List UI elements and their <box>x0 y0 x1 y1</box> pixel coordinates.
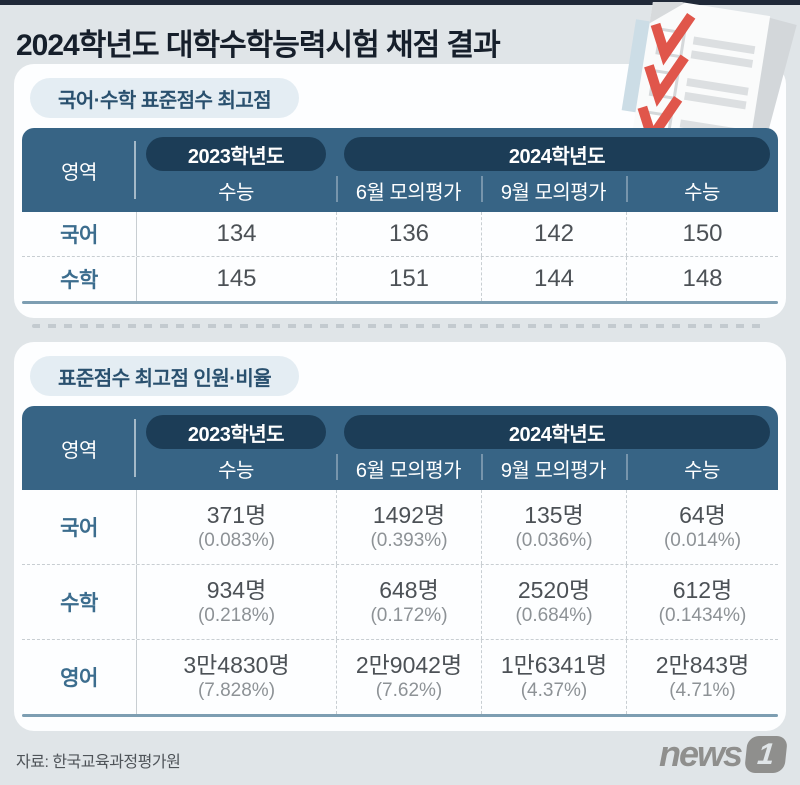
subheader-2023-suneung: 수능 <box>218 181 254 204</box>
year-2024-pill: 2024학년도 <box>344 137 770 171</box>
row-label: 국어 <box>60 517 98 540</box>
percent-value: (4.37%) <box>520 680 588 702</box>
table-bottom-accent <box>22 301 778 304</box>
subheader-june-mock: 6월 모의평가 <box>336 174 481 212</box>
percent-value: (0.218%) <box>197 605 276 627</box>
percent-value: (0.036%) <box>515 530 593 552</box>
table-row-english: 영어 3만4830명 (7.828%) 2만9042명 (7.62%) 1만63… <box>22 639 778 714</box>
count-value: 371명 <box>206 502 267 529</box>
cell-value: 144 <box>481 257 626 301</box>
year-2023-pill: 2023학년도 <box>146 137 326 171</box>
table-count-ratio: 영역 2023학년도 2024학년도 수능 6월 모의평가 9월 모의평가 수능… <box>22 406 778 717</box>
area-header-label: 영역 <box>61 161 97 184</box>
news1-logo-digit: 1 <box>744 735 788 773</box>
top-accent-bar <box>0 0 800 5</box>
count-value: 934명 <box>206 577 267 604</box>
count-value: 1492명 <box>372 502 446 529</box>
cell-value: 135명 (0.036%) <box>481 490 626 564</box>
source-credit: 자료: 한국교육과정평가원 <box>16 754 181 771</box>
row-label: 수학 <box>60 269 98 292</box>
count-value: 2만9042명 <box>355 652 463 679</box>
percent-value: (0.684%) <box>515 605 593 627</box>
cell-value: 2만9042명 (7.62%) <box>336 640 481 714</box>
table-standard-score: 영역 2023학년도 2024학년도 수능 6월 모의평가 9월 모의평가 수능… <box>22 128 778 304</box>
count-value: 3만4830명 <box>183 652 290 679</box>
subheader-2024-suneung: 수능 <box>626 174 778 212</box>
area-header-label: 영역 <box>61 439 97 462</box>
percent-value: (0.172%) <box>370 605 448 627</box>
table-row-math: 수학 145 151 144 148 <box>22 256 778 301</box>
table-row-korean: 국어 134 136 142 150 <box>22 212 778 256</box>
card-max-score-count-ratio: 표준점수 최고점 인원·비율 영역 2023학년도 2024학년도 수능 6월 … <box>14 342 786 731</box>
news1-logo: news 1 <box>658 733 788 775</box>
year-2024-label: 2024학년도 <box>508 423 606 446</box>
count-value: 612명 <box>672 577 733 604</box>
section-label: 국어·수학 표준점수 최고점 <box>58 89 272 112</box>
subheader-sept-mock: 9월 모의평가 <box>481 452 626 490</box>
cell-value: 1492명 (0.393%) <box>336 490 481 564</box>
count-value: 64명 <box>679 502 726 529</box>
cell-value: 371명 (0.083%) <box>136 490 336 564</box>
section-label: 표준점수 최고점 인원·비율 <box>58 367 272 390</box>
year-2023-label: 2023학년도 <box>187 145 285 168</box>
cell-value: 151 <box>336 257 481 301</box>
cell-value: 136 <box>336 212 481 256</box>
percent-value: (0.393%) <box>370 530 448 552</box>
cell-value: 145 <box>136 257 336 301</box>
cell-value: 134 <box>136 212 336 256</box>
card-standard-score-max: 국어·수학 표준점수 최고점 영역 2023학년도 2024학년도 수능 6월 … <box>14 64 786 318</box>
subheader-june-mock: 6월 모의평가 <box>336 452 481 490</box>
year-2023-pill: 2023학년도 <box>146 415 326 449</box>
percent-value: (7.828%) <box>197 680 276 702</box>
count-value: 648명 <box>379 577 439 604</box>
cell-value: 2520명 (0.684%) <box>481 565 626 639</box>
subheader-sept-mock: 9월 모의평가 <box>481 174 626 212</box>
count-value: 2520명 <box>517 577 591 604</box>
subheader-2024-suneung: 수능 <box>626 452 778 490</box>
cell-value: 2만843명 (4.71%) <box>626 640 778 714</box>
percent-value: (0.014%) <box>663 530 742 552</box>
year-2024-pill: 2024학년도 <box>344 415 770 449</box>
section-label-pill: 국어·수학 표준점수 최고점 <box>30 78 300 118</box>
news1-logo-text: news <box>658 733 743 774</box>
cell-value: 934명 (0.218%) <box>136 565 336 639</box>
percent-value: (0.083%) <box>197 530 276 552</box>
percent-value: (7.62%) <box>375 680 443 702</box>
percent-value: (0.1434%) <box>658 605 747 627</box>
perforation-divider <box>32 324 768 328</box>
cell-value: 3만4830명 (7.828%) <box>136 640 336 714</box>
count-value: 2만843명 <box>655 652 750 679</box>
cell-value: 612명 (0.1434%) <box>626 565 778 639</box>
row-label: 국어 <box>60 224 98 247</box>
cell-value: 148 <box>626 257 778 301</box>
table-row-math: 수학 934명 (0.218%) 648명 (0.172%) 2520명 (0.… <box>22 564 778 639</box>
count-value: 135명 <box>524 502 584 529</box>
subheader-2023-suneung: 수능 <box>218 459 254 482</box>
cell-value: 150 <box>626 212 778 256</box>
area-header-cell: 영역 <box>22 128 136 212</box>
year-2023-label: 2023학년도 <box>187 423 285 446</box>
row-label: 수학 <box>60 592 98 615</box>
area-header-cell: 영역 <box>22 406 136 490</box>
table-header: 영역 2023학년도 2024학년도 수능 6월 모의평가 9월 모의평가 수능 <box>22 406 778 490</box>
percent-value: (4.71%) <box>669 680 736 702</box>
cell-value: 1만6341명 (4.37%) <box>481 640 626 714</box>
page-title: 2024학년도 대학수학능력시험 채점 결과 <box>16 29 501 62</box>
cell-value: 648명 (0.172%) <box>336 565 481 639</box>
table-header: 영역 2023학년도 2024학년도 수능 6월 모의평가 9월 모의평가 수능 <box>22 128 778 212</box>
section-label-pill: 표준점수 최고점 인원·비율 <box>30 356 300 396</box>
table-row-korean: 국어 371명 (0.083%) 1492명 (0.393%) 135명 (0.… <box>22 490 778 564</box>
cell-value: 64명 (0.014%) <box>626 490 778 564</box>
cell-value: 142 <box>481 212 626 256</box>
count-value: 1만6341명 <box>500 652 608 679</box>
table-bottom-accent <box>22 714 778 717</box>
row-label: 영어 <box>60 667 98 690</box>
year-2024-label: 2024학년도 <box>508 145 606 168</box>
